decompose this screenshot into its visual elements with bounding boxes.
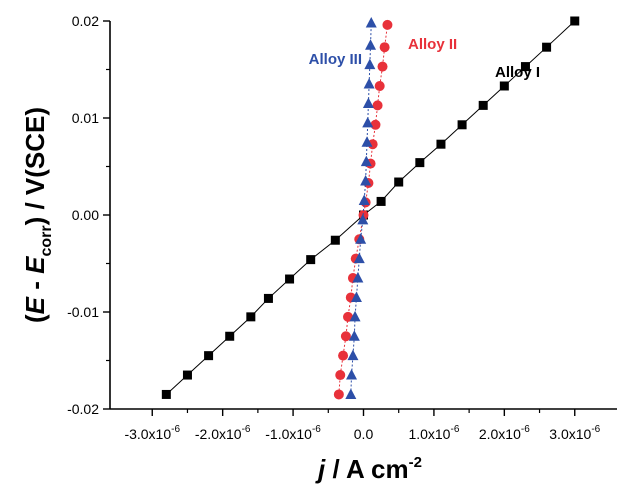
x-tick-label: 0.0 bbox=[354, 426, 374, 442]
data-point-triangle bbox=[362, 116, 374, 128]
axes: 0.020.010.00-0.01-0.02-3.0x10-6 -2.0x10-6… bbox=[67, 13, 617, 442]
data-point-triangle bbox=[345, 388, 357, 399]
x-tick-mantissa: 2.0x10 bbox=[479, 426, 521, 442]
y-axis-subscript: corr bbox=[38, 225, 55, 256]
x-axis-unit: / A cm bbox=[325, 454, 408, 484]
data-point-triangle bbox=[358, 194, 370, 205]
x-tick-label: 3.0x10-6 bbox=[549, 424, 600, 442]
y-axis-title: (E - Ecorr) / V(SCE) bbox=[20, 107, 55, 323]
data-point-square bbox=[330, 235, 340, 245]
data-point-square bbox=[542, 42, 552, 52]
x-tick-exponent: -6 bbox=[450, 424, 459, 435]
series-label: Alloy II bbox=[408, 36, 457, 53]
data-point-square bbox=[376, 196, 386, 206]
x-tick-mantissa: -3.0x10 bbox=[124, 426, 171, 442]
x-tick-mantissa: 1.0x10 bbox=[408, 426, 450, 442]
data-point-triangle bbox=[347, 349, 359, 361]
y-tick-label: 0.00 bbox=[72, 207, 99, 223]
data-point-circle bbox=[379, 42, 390, 53]
data-point-square bbox=[394, 177, 404, 187]
data-point-circle bbox=[372, 100, 383, 111]
x-axis-unit-exponent: -2 bbox=[409, 454, 422, 471]
x-tick-exponent: -6 bbox=[171, 424, 180, 435]
data-point-circle bbox=[377, 61, 388, 72]
data-point-square bbox=[263, 293, 273, 303]
data-point-triangle bbox=[349, 310, 361, 322]
data-point-triangle bbox=[360, 155, 372, 167]
x-tick-label: 2.0x10-6 bbox=[479, 424, 530, 442]
y-tick-label: -0.01 bbox=[67, 304, 99, 320]
data-point-triangle bbox=[348, 330, 360, 341]
data-point-circle bbox=[340, 331, 351, 342]
data-point-circle bbox=[343, 311, 354, 322]
series-layer bbox=[161, 16, 580, 400]
data-point-square bbox=[204, 351, 214, 361]
data-point-circle bbox=[374, 80, 385, 91]
data-point-square bbox=[246, 312, 256, 322]
y-tick-label: 0.02 bbox=[72, 13, 99, 29]
x-tick-label: 1.0x10-6 bbox=[408, 424, 459, 442]
x-tick-mantissa: 3.0x10 bbox=[549, 426, 591, 442]
data-point-square bbox=[225, 331, 235, 341]
data-point-circle bbox=[338, 350, 349, 361]
data-point-triangle bbox=[363, 78, 375, 89]
data-point-triangle bbox=[361, 136, 373, 147]
data-point-square bbox=[457, 120, 467, 130]
x-tick-exponent: -6 bbox=[521, 424, 530, 435]
data-point-triangle bbox=[353, 252, 365, 264]
data-point-triangle bbox=[362, 97, 374, 108]
data-point-square bbox=[306, 255, 316, 265]
y-axis-unit: ) / V(SCE) bbox=[20, 107, 50, 225]
data-point-square bbox=[520, 62, 530, 72]
data-point-circle bbox=[333, 389, 344, 400]
data-point-square bbox=[436, 139, 446, 149]
data-point-triangle bbox=[346, 369, 358, 380]
x-tick-label: -3.0x10-6 bbox=[124, 424, 180, 442]
x-tick-exponent: -6 bbox=[242, 424, 251, 435]
data-point-triangle bbox=[360, 175, 372, 186]
series-labels: Alloy I Alloy II Alloy III bbox=[309, 36, 540, 81]
series-label: Alloy I bbox=[495, 64, 540, 81]
x-tick-mantissa: -2.0x10 bbox=[195, 426, 242, 442]
data-point-square bbox=[499, 81, 509, 91]
data-point-triangle bbox=[355, 233, 367, 244]
data-point-triangle bbox=[352, 272, 364, 283]
y-axis-minus: - bbox=[20, 274, 50, 297]
data-point-triangle bbox=[350, 291, 362, 302]
data-point-circle bbox=[335, 370, 346, 381]
data-point-square bbox=[285, 274, 295, 284]
data-point-triangle bbox=[364, 58, 376, 70]
x-axis-symbol: j bbox=[315, 454, 326, 484]
data-point-square bbox=[478, 100, 488, 110]
data-point-circle bbox=[370, 119, 381, 130]
data-point-triangle bbox=[357, 213, 369, 225]
x-tick-exponent: -6 bbox=[312, 424, 321, 435]
data-point-square bbox=[182, 370, 192, 380]
data-point-square bbox=[570, 16, 580, 26]
x-tick-mantissa: 0.0 bbox=[354, 426, 374, 442]
x-tick-mantissa: -1.0x10 bbox=[265, 426, 312, 442]
data-point-square bbox=[161, 389, 171, 399]
series-label: Alloy III bbox=[309, 51, 362, 68]
y-tick-label: -0.02 bbox=[67, 401, 99, 417]
x-tick-exponent: -6 bbox=[591, 424, 600, 435]
y-axis-open-paren: ( bbox=[20, 314, 50, 323]
data-point-square bbox=[415, 158, 425, 168]
y-axis-symbol-e: E bbox=[20, 296, 50, 314]
y-tick-label: 0.01 bbox=[72, 110, 99, 126]
data-point-triangle bbox=[365, 39, 377, 50]
data-point-triangle bbox=[365, 16, 377, 28]
y-axis-symbol-ecorr: E bbox=[20, 256, 50, 274]
x-axis-title: j / A cm-2 bbox=[315, 454, 422, 484]
x-tick-label: -1.0x10-6 bbox=[265, 424, 321, 442]
data-point-circle bbox=[382, 19, 393, 30]
x-tick-label: -2.0x10-6 bbox=[195, 424, 251, 442]
